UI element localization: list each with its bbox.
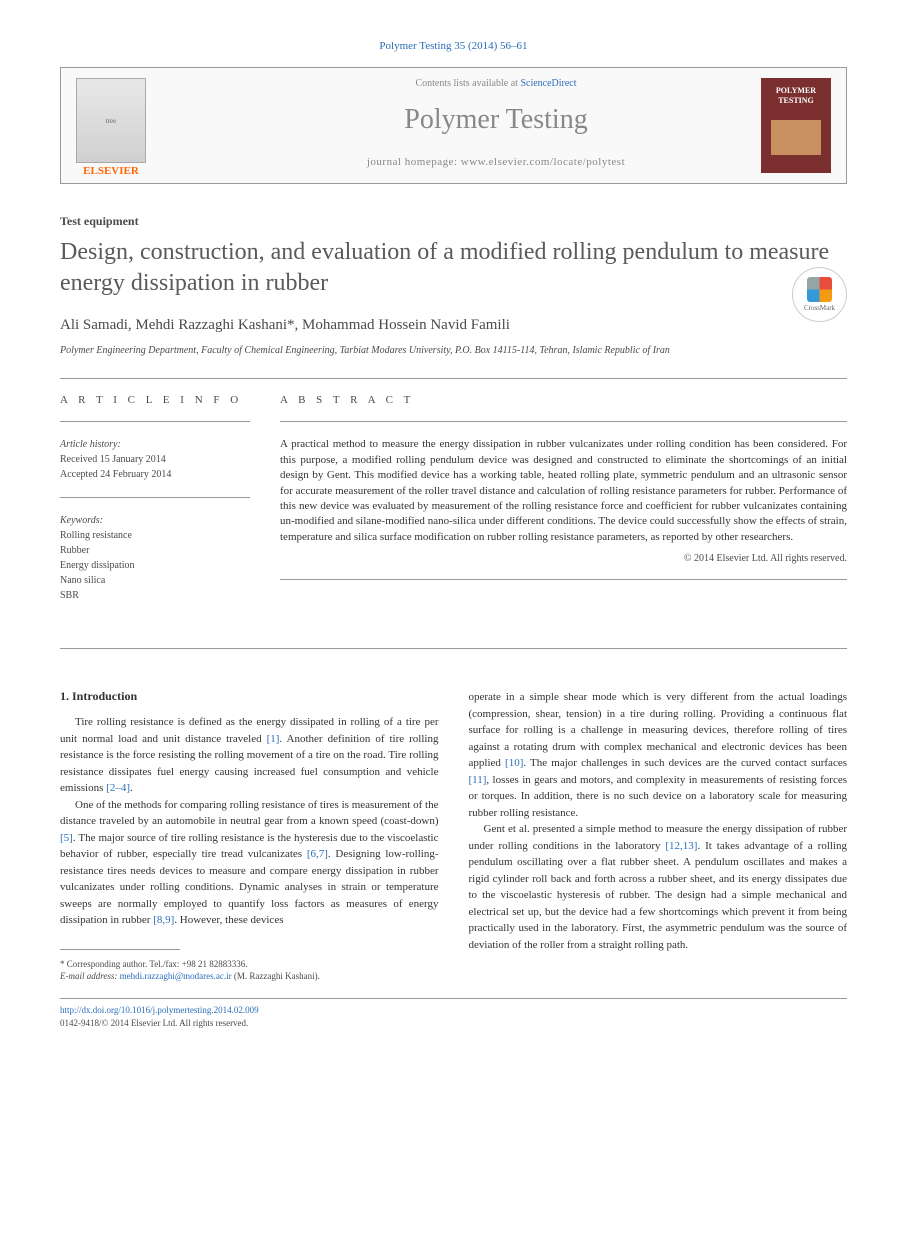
crossmark-badge[interactable]: CrossMark xyxy=(792,267,847,322)
citation-line: Polymer Testing 35 (2014) 56–61 xyxy=(60,40,847,52)
homepage-url[interactable]: www.elsevier.com/locate/polytest xyxy=(461,156,625,168)
intro-para-2: One of the methods for comparing rolling… xyxy=(60,797,439,929)
intro-para-3: operate in a simple shear mode which is … xyxy=(469,689,848,821)
intro-heading: 1. Introduction xyxy=(60,689,439,704)
keywords-block: Keywords: Rolling resistance Rubber Ener… xyxy=(60,513,250,603)
article-info-heading: A R T I C L E I N F O xyxy=(60,394,250,406)
affiliation: Polymer Engineering Department, Faculty … xyxy=(60,344,847,358)
journal-title: Polymer Testing xyxy=(161,104,831,136)
intro-para-1: Tire rolling resistance is defined as th… xyxy=(60,714,439,797)
email-link[interactable]: mehdi.razzaghi@modares.ac.ir xyxy=(120,971,232,981)
elsevier-tree-icon: tree xyxy=(76,78,146,163)
article-type: Test equipment xyxy=(60,214,847,229)
ref-link[interactable]: [12,13] xyxy=(665,840,697,852)
article-title: Design, construction, and evaluation of … xyxy=(60,237,847,299)
ref-link[interactable]: [8,9] xyxy=(153,914,174,926)
abstract-text: A practical method to measure the energy… xyxy=(280,437,847,545)
sciencedirect-link[interactable]: ScienceDirect xyxy=(520,78,576,89)
ref-link[interactable]: [6,7] xyxy=(307,848,328,860)
journal-homepage: journal homepage: www.elsevier.com/locat… xyxy=(161,156,831,168)
abstract-copyright: © 2014 Elsevier Ltd. All rights reserved… xyxy=(280,553,847,564)
author-list: Ali Samadi, Mehdi Razzaghi Kashani*, Moh… xyxy=(60,317,847,334)
crossmark-icon xyxy=(807,277,832,302)
article-history: Article history: Received 15 January 201… xyxy=(60,437,250,482)
intro-para-4: Gent et al. presented a simple method to… xyxy=(469,821,848,953)
journal-header: tree ELSEVIER Contents lists available a… xyxy=(60,67,847,184)
page-footer: http://dx.doi.org/10.1016/j.polymertesti… xyxy=(60,1004,847,1029)
ref-link[interactable]: [10] xyxy=(505,757,523,769)
ref-link[interactable]: [2–4] xyxy=(106,782,130,794)
publisher-name: ELSEVIER xyxy=(76,165,146,177)
contents-available: Contents lists available at ScienceDirec… xyxy=(161,78,831,89)
doi-link[interactable]: http://dx.doi.org/10.1016/j.polymertesti… xyxy=(60,1005,259,1015)
abstract-heading: A B S T R A C T xyxy=(280,394,847,406)
ref-link[interactable]: [1] xyxy=(267,733,280,745)
ref-link[interactable]: [5] xyxy=(60,832,73,844)
corresponding-author-footnote: * Corresponding author. Tel./fax: +98 21… xyxy=(60,958,439,983)
journal-cover-thumb: POLYMER TESTING xyxy=(761,78,831,173)
ref-link[interactable]: [11] xyxy=(469,774,487,786)
